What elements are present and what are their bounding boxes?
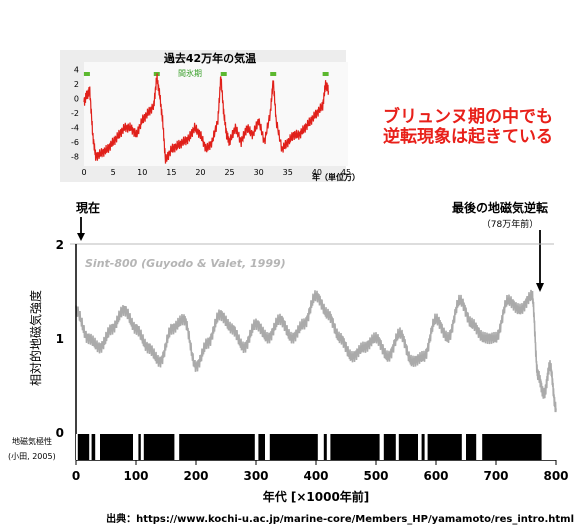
temperature-series-line bbox=[83, 73, 330, 164]
polarity-bar: 地磁気極性 (小田, 2005) bbox=[8, 434, 556, 461]
main-x-tick-label: 600 bbox=[423, 469, 448, 483]
normal-polarity-band bbox=[91, 434, 96, 460]
normal-polarity-band bbox=[482, 434, 542, 460]
y-axis-title: 相対的地磁気強度 bbox=[28, 290, 43, 386]
inset-x-tick-label: 0 bbox=[81, 168, 86, 177]
annotation-line-2: 逆転現象は起きている bbox=[383, 126, 553, 147]
source-credit: 出典：https://www.kochi-u.ac.jp/marine-core… bbox=[106, 512, 574, 525]
normal-polarity-band bbox=[330, 434, 380, 460]
normal-polarity-band bbox=[323, 434, 327, 460]
geomagnetic-intensity-chart: Sint-800 (Guyodo & Valet, 1999) 0 1 2 0 100… bbox=[28, 238, 569, 504]
inset-x-unit-label: 年（単位万） bbox=[312, 172, 360, 182]
polarity-bands bbox=[77, 434, 542, 460]
main-y-tick-label: 0 bbox=[56, 426, 64, 440]
main-x-tick-label: 800 bbox=[543, 469, 568, 483]
polarity-citation: (小田, 2005) bbox=[8, 452, 56, 461]
inset-title: 過去42万年の気温 bbox=[163, 51, 256, 65]
normal-polarity-band bbox=[269, 434, 318, 460]
present-label: 現在 bbox=[76, 200, 100, 215]
inset-x-tick-label: 15 bbox=[166, 168, 176, 177]
inset-x-tick-label: 40 bbox=[312, 168, 322, 177]
inset-x-tick-label: 5 bbox=[111, 168, 116, 177]
inset-plot-area bbox=[84, 62, 348, 166]
normal-polarity-band bbox=[398, 434, 418, 460]
polarity-label: 地磁気極性 bbox=[12, 436, 52, 446]
normal-polarity-band bbox=[100, 434, 133, 460]
normal-polarity-band bbox=[138, 434, 141, 460]
annotation-line-1: ブリュンヌ期の中でも bbox=[383, 106, 553, 127]
normal-polarity-band bbox=[427, 434, 462, 460]
inset-y-tick-label: 0 bbox=[74, 94, 79, 103]
normal-polarity-band bbox=[383, 434, 396, 460]
inset-y-tick-label: -6 bbox=[71, 138, 79, 147]
last-reversal-arrow-head bbox=[536, 283, 544, 292]
present-arrow-head bbox=[77, 233, 85, 241]
last-reversal-label: 最後の地磁気逆転 bbox=[452, 200, 548, 215]
inset-x-tick-label: 10 bbox=[137, 168, 147, 177]
main-x-tick-label: 200 bbox=[183, 469, 208, 483]
interglacial-label: 間氷期 bbox=[178, 68, 202, 78]
interglacial-marker bbox=[220, 72, 227, 76]
normal-polarity-band bbox=[466, 434, 477, 460]
main-y-ticks: 0 1 2 bbox=[56, 238, 64, 440]
interglacial-marker bbox=[270, 72, 277, 76]
main-chart-title: Sint-800 (Guyodo & Valet, 1999) bbox=[85, 257, 286, 270]
main-x-tick-label: 700 bbox=[483, 469, 508, 483]
inset-y-tick-label: -8 bbox=[71, 153, 79, 162]
inset-x-tick-label: 20 bbox=[195, 168, 205, 177]
normal-polarity-band bbox=[179, 434, 255, 460]
last-reversal-date: （78万年前） bbox=[482, 218, 538, 230]
inset-x-tick-label: 25 bbox=[224, 168, 234, 177]
interglacial-marker bbox=[322, 72, 329, 76]
inset-y-tick-label: -2 bbox=[71, 109, 79, 118]
main-x-tick-label: 100 bbox=[123, 469, 148, 483]
main-y-tick-label: 1 bbox=[56, 332, 64, 346]
x-axis-title: 年代 [×1000年前] bbox=[263, 489, 370, 504]
main-x-tick-label: 300 bbox=[243, 469, 268, 483]
inset-y-tick-label: -4 bbox=[71, 124, 79, 133]
temperature-inset: 過去42万年の気温 間氷期 420-2-4-6-8 0 5 10 15 20 25 30 35… bbox=[60, 50, 360, 182]
normal-polarity-band bbox=[143, 434, 175, 460]
main-x-tick-label: 500 bbox=[363, 469, 388, 483]
inset-x-tick-label: 45 bbox=[341, 168, 351, 177]
inset-x-ticks: 0 5 10 15 20 25 30 35 40 45 bbox=[81, 168, 351, 177]
inset-y-tick-label: 4 bbox=[74, 65, 79, 74]
intensity-series-line bbox=[75, 289, 557, 413]
inset-x-tick-label: 35 bbox=[283, 168, 293, 177]
normal-polarity-band bbox=[77, 434, 90, 460]
interglacial-marker bbox=[83, 72, 90, 76]
normal-polarity-band bbox=[258, 434, 265, 460]
inset-y-tick-label: 2 bbox=[74, 80, 79, 89]
inset-x-tick-label: 30 bbox=[254, 168, 264, 177]
main-x-tick-label: 0 bbox=[72, 469, 80, 483]
inset-y-ticks: 4 2 0 -2 -4 -6 -8 bbox=[71, 65, 79, 161]
normal-polarity-band bbox=[421, 434, 425, 460]
main-x-ticks: 0 100 200 300 400 500 600 700 800 bbox=[72, 460, 569, 483]
main-y-tick-label: 2 bbox=[56, 238, 64, 252]
main-x-tick-label: 400 bbox=[303, 469, 328, 483]
